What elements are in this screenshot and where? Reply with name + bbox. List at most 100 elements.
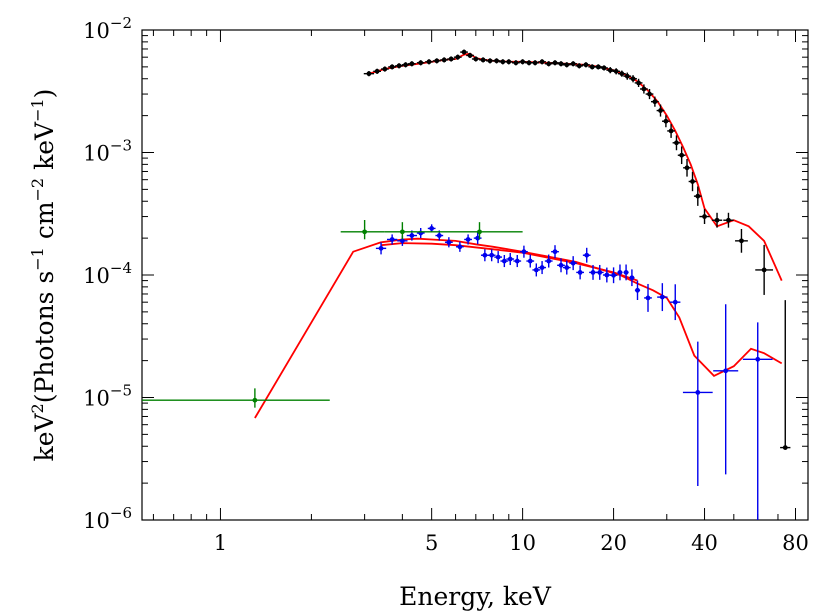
data-point [629, 275, 635, 281]
data-point [590, 270, 596, 275]
data-point [403, 62, 409, 68]
data-point [601, 65, 607, 71]
y-label-unit3: keV [30, 121, 59, 178]
data-point [526, 60, 532, 66]
data-point [630, 76, 636, 82]
data-point [533, 267, 539, 273]
data-point [552, 60, 558, 66]
data-point [564, 265, 570, 270]
data-point [489, 252, 495, 258]
data-point [558, 61, 564, 67]
data-point [527, 258, 533, 264]
data-point [702, 214, 707, 219]
data-point [389, 64, 395, 70]
data-point [695, 193, 701, 199]
data-point [674, 140, 679, 146]
data-point [723, 368, 729, 374]
data-point [645, 295, 651, 301]
spectrum-1 [363, 49, 791, 450]
data-point [584, 252, 590, 258]
y-tick-label: 10−5 [83, 382, 132, 411]
data-point [436, 233, 442, 238]
y-label-unit2: cm [30, 201, 59, 247]
data-point [714, 217, 720, 223]
data-point [429, 226, 435, 231]
data-point [252, 397, 258, 403]
data-point [382, 66, 388, 72]
data-point [726, 217, 731, 223]
data-point [583, 62, 589, 68]
data-point [636, 80, 641, 86]
data-point [409, 61, 415, 67]
data-point [597, 270, 603, 275]
data-point [418, 60, 424, 66]
axis-ticks [142, 29, 808, 521]
data-point [448, 56, 454, 62]
y-label-exp2: −2 [28, 178, 47, 202]
data-point [473, 56, 479, 62]
x-tick-label: 40 [691, 531, 718, 555]
data-point [659, 294, 665, 300]
data-point [663, 118, 669, 124]
data-point [477, 229, 482, 235]
data-point [507, 256, 513, 262]
y-axis-label: keV2(Photons s−1 cm−2 keV−1) [28, 89, 59, 462]
data-point [613, 68, 619, 74]
data-point [672, 299, 678, 305]
data-point [399, 238, 405, 244]
data-point [467, 53, 473, 58]
data-point [366, 71, 372, 77]
data-point [577, 270, 583, 275]
data-point [564, 62, 570, 68]
data-series [142, 49, 791, 520]
data-point [595, 64, 601, 70]
x-tick-label: 80 [782, 531, 809, 555]
data-point [494, 58, 499, 64]
data-point [441, 57, 447, 63]
data-point [647, 91, 652, 97]
data-point [761, 267, 767, 273]
data-point [378, 245, 384, 251]
data-point [695, 390, 701, 395]
data-point [658, 108, 663, 113]
data-point [480, 57, 486, 63]
x-tick-label: 5 [425, 531, 438, 555]
data-point [389, 237, 395, 242]
data-point [619, 71, 625, 77]
data-point [495, 254, 501, 260]
data-point [482, 252, 488, 258]
data-point [589, 64, 595, 70]
data-point [539, 265, 545, 270]
data-point [521, 249, 527, 255]
data-point [520, 59, 526, 65]
data-point [374, 68, 380, 74]
tick-labels: 1 5 10 20 40 80 10−6 10−5 10−4 10−3 10−2 [83, 14, 809, 555]
y-tick-label: 10−3 [83, 137, 132, 166]
data-point [690, 179, 695, 184]
data-point [455, 54, 461, 60]
spectrum-2 [375, 224, 773, 520]
data-point [635, 287, 640, 293]
data-point [604, 272, 610, 278]
model-upper [368, 52, 783, 281]
y-label-base: keV [30, 413, 59, 462]
plot-area [142, 49, 791, 520]
y-label-exp3: −1 [28, 98, 47, 122]
data-point [684, 165, 690, 171]
data-point [624, 73, 630, 79]
y-label-exp1: −1 [28, 247, 47, 271]
model-lower-1 [254, 237, 783, 419]
data-point [362, 229, 368, 235]
data-point [570, 61, 576, 67]
data-point [782, 445, 788, 450]
y-tick-label: 10−6 [83, 504, 132, 533]
data-point [623, 270, 629, 275]
x-axis-label: Energy, keV [399, 582, 552, 611]
data-point [434, 58, 440, 64]
data-point [539, 59, 545, 65]
plot-frame [141, 29, 809, 521]
data-point [501, 258, 507, 264]
spectrum-3 [142, 219, 523, 408]
data-point [546, 258, 552, 264]
